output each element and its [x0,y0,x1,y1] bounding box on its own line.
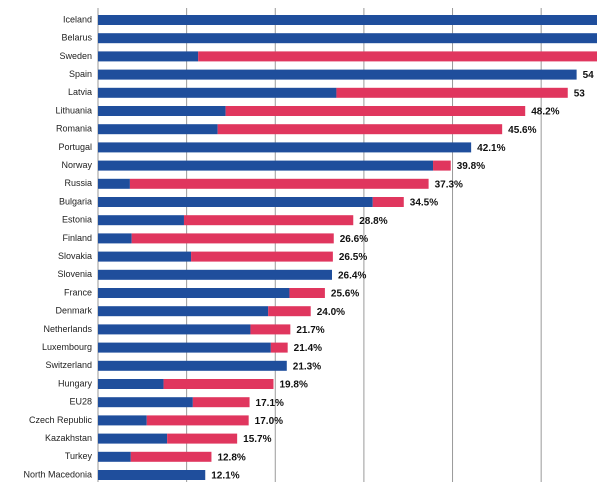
category-label: Kazakhstan [45,433,92,443]
bar-segment [146,415,249,426]
bar-segment [98,51,199,62]
bar-segment [98,433,168,444]
category-label: Sweden [59,51,92,61]
category-label: Switzerland [45,360,92,370]
total-label: 39.8% [457,161,485,172]
category-label: Latvia [68,87,92,97]
bar-segment [131,233,334,244]
bar-segment [98,379,164,389]
total-label: 34.5% [410,198,438,209]
category-label: Belarus [61,33,92,43]
category-label: Iceland [63,14,92,24]
bar-segment [98,33,597,44]
bar-segment [98,451,131,462]
category-label: Portugal [58,142,92,152]
bar-segment [98,324,251,335]
bar-segment [98,124,218,135]
bar-segment [98,269,332,280]
bar-segment [129,178,429,189]
category-label: Estonia [62,215,92,225]
total-label: 54 [583,70,595,81]
category-label: Lithuania [55,105,92,115]
total-label: 24.0% [317,307,345,318]
bar-segment [198,51,597,62]
category-label: EU28 [69,397,92,407]
bar-segment [98,87,337,98]
bar-segment [336,87,568,98]
bar-segment [268,306,311,317]
bar-segment [372,197,404,207]
category-label: France [64,287,92,297]
total-label: 28.8% [359,216,387,227]
category-label: Finland [62,233,92,243]
category-label: Hungary [58,378,93,388]
bar-segment [98,15,597,25]
category-label: Czech Republic [29,415,93,425]
total-label: 25.6% [331,289,359,300]
bar-segment [98,397,193,408]
total-label: 17.0% [255,416,283,427]
total-label: 21.4% [294,343,322,354]
category-label: Luxembourg [42,342,92,352]
total-label: 15.7% [243,434,271,445]
bar-segment [163,379,274,389]
bar-segment [183,215,354,226]
bar-segment [98,215,184,226]
total-label: 12.1% [211,471,239,482]
category-label: Bulgaria [59,196,92,206]
bar-segment [250,324,291,335]
category-label: Spain [69,69,92,79]
total-label: 26.6% [340,234,368,245]
total-label: 21.7% [296,325,324,336]
bar-segment [98,233,132,244]
bar-segment [167,433,238,444]
bar-segment [98,197,373,207]
bar-segment [130,451,212,462]
bar-segment [98,342,271,353]
category-label: Turkey [65,451,93,461]
bar-segment [270,342,288,353]
bar-segment [98,288,290,298]
category-label: Slovakia [58,251,92,261]
total-label: 37.3% [435,179,463,190]
category-label: North Macedonia [23,469,92,479]
total-label: 53 [574,88,586,99]
category-label: Romania [56,124,92,134]
bar-segment [98,106,226,116]
bar-segment [98,415,147,426]
bar-segment [98,160,434,171]
total-label: 19.8% [279,380,307,391]
bar-segment [98,142,472,153]
bar-segment [98,251,192,262]
bar-segment [191,251,333,262]
total-label: 26.5% [339,252,367,263]
bar-segment [98,360,287,371]
bar-segment [98,69,577,80]
bar-segment [98,306,269,317]
category-label: Denmark [55,306,92,316]
bar-segment [192,397,250,408]
bar-segment [225,106,526,116]
bar-segment [433,160,451,171]
bar-segment [217,124,503,135]
total-label: 12.8% [217,452,245,463]
bar-segment [289,288,325,298]
category-label: Slovenia [57,269,92,279]
bar-segment [98,178,130,189]
total-label: 17.1% [256,398,284,409]
category-label: Russia [64,178,92,188]
category-label: Netherlands [43,324,92,334]
total-label: 45.6% [508,125,536,136]
category-label: Norway [61,160,92,170]
total-label: 42.1% [477,143,505,154]
total-label: 21.3% [293,361,321,372]
bar-segment [98,470,206,480]
total-label: 48.2% [531,107,559,118]
total-label: 26.4% [338,270,366,281]
